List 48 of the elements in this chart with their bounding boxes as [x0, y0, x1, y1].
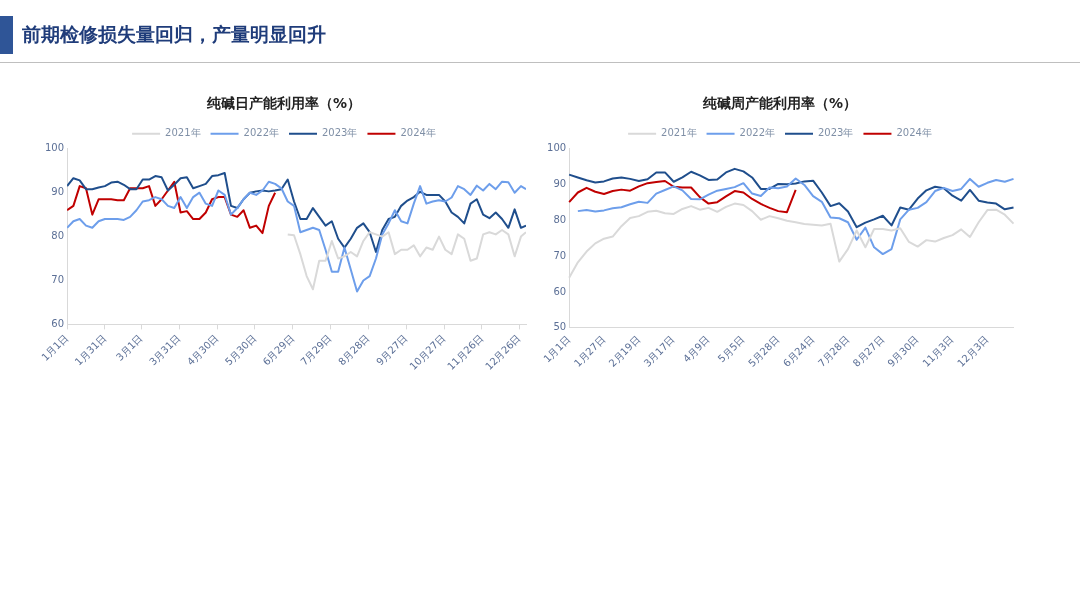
x-tick-label: 4月30日 — [184, 332, 221, 368]
legend-label: 2023年 — [322, 127, 358, 139]
x-tick-label: 3月31日 — [147, 332, 183, 368]
y-tick-label: 50 — [553, 321, 567, 333]
x-tick-label: 10月27日 — [407, 332, 448, 373]
y-tick-label: 90 — [51, 186, 65, 198]
y-tick-label: 70 — [51, 274, 65, 286]
x-tick-label: 1月1日 — [541, 333, 573, 365]
y-tick-label: 80 — [553, 214, 567, 226]
legend-label: 2021年 — [661, 127, 697, 139]
x-tick-label: 1月27日 — [571, 333, 608, 370]
x-tick-label: 5月28日 — [746, 333, 782, 370]
y-tick-label: 90 — [553, 178, 567, 190]
y-tick-label: 80 — [51, 230, 65, 242]
legend-label: 2021年 — [165, 127, 201, 139]
legend-label: 2022年 — [739, 127, 775, 139]
legend-label: 2022年 — [243, 127, 279, 139]
x-tick-label: 12月26日 — [483, 332, 523, 373]
x-tick-label: 9月30日 — [885, 333, 921, 370]
x-tick-label: 8月27日 — [850, 333, 887, 370]
x-tick-label: 2月19日 — [606, 333, 643, 370]
x-tick-label: 4月9日 — [680, 333, 712, 365]
x-tick-label: 7月28日 — [815, 333, 852, 370]
x-tick-label: 1月31日 — [72, 332, 109, 368]
legend-label: 2024年 — [400, 127, 436, 139]
y-tick-label: 100 — [547, 142, 567, 154]
x-tick-label: 1月1日 — [39, 332, 71, 364]
x-tick-label: 5月5日 — [715, 333, 747, 365]
x-tick-label: 8月28日 — [336, 332, 372, 368]
chart-title: 纯碱日产能利用率（%） — [205, 95, 362, 112]
x-tick-label: 3月1日 — [113, 332, 145, 364]
x-tick-label: 3月17日 — [641, 333, 677, 370]
x-tick-label: 7月29日 — [298, 332, 334, 368]
y-tick-label: 100 — [44, 142, 65, 154]
legend-label: 2024年 — [896, 127, 932, 139]
x-tick-label: 9月27日 — [374, 332, 410, 368]
legend-label: 2023年 — [818, 127, 854, 139]
x-tick-label: 5月30日 — [222, 332, 259, 368]
x-tick-label: 6月24日 — [780, 333, 817, 370]
x-tick-label: 12月3日 — [955, 333, 991, 370]
x-tick-label: 6月29日 — [260, 332, 297, 368]
text: 前期检修损失量回归，产量明显回升 — [22, 22, 326, 47]
y-tick-label: 60 — [553, 285, 567, 297]
x-tick-label: 11月3日 — [920, 333, 956, 370]
y-tick-label: 70 — [553, 249, 567, 261]
x-tick-label: 11月26日 — [445, 332, 486, 373]
chart-title: 纯碱周产能利用率（%） — [701, 95, 858, 112]
y-tick-label: 60 — [51, 317, 65, 329]
